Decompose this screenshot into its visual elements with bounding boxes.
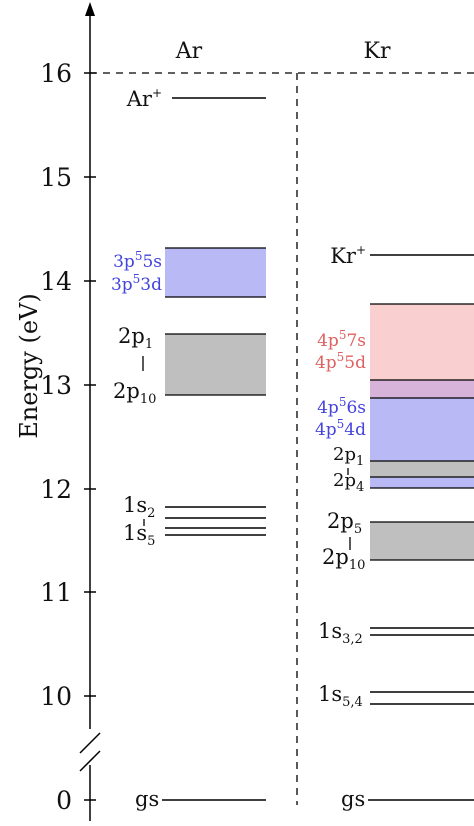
kr-conf-label: 4p56s <box>317 395 366 418</box>
ar-gs-label: gs <box>135 787 159 811</box>
tick-label: 15 <box>40 163 72 192</box>
ar-2p1-label: 2p1 <box>118 324 153 352</box>
kr-gs-label: gs <box>341 787 365 811</box>
kr-2p4-label: 2p4 <box>333 470 364 495</box>
axis-tick-labels: 16 15 14 13 12 11 10 0 <box>40 59 72 815</box>
column-title-kr: Kr <box>364 39 391 64</box>
ar-3p5-band <box>165 248 266 297</box>
tick-label: 11 <box>40 578 72 607</box>
kr-conf-label: 4p57s <box>317 328 366 351</box>
kr-conf-label: 4p54d <box>315 417 366 440</box>
kr-1s32-label: 1s3,2 <box>318 619 363 647</box>
kr-2p-lower-band <box>370 522 474 560</box>
kr-2p-upper-blue <box>370 477 474 488</box>
ar-levels: Ar+ 3p55s 3p53d 2p1 2p10 1s2 1s5 gs <box>111 86 266 811</box>
tick-label: 14 <box>40 267 72 296</box>
axis-break-mark <box>79 750 101 772</box>
axis-ticks <box>84 72 96 801</box>
kr-conf-label: 4p55d <box>315 350 366 373</box>
ar-1s5-label: 1s5 <box>123 521 155 549</box>
kr-4p5-6s-4d-band <box>370 398 474 461</box>
kr-overlap-band <box>370 380 474 398</box>
kr-4p5-7s-5d-band <box>370 304 474 380</box>
kr-2p10-label: 2p10 <box>322 545 365 573</box>
axis-label: Energy (eV) <box>15 293 43 438</box>
kr-2p5-label: 2p5 <box>327 509 362 537</box>
ar-conf-label: 3p53d <box>111 272 162 295</box>
kr-ion-label: Kr+ <box>330 243 366 268</box>
ar-2p10-label: 2p10 <box>113 379 156 407</box>
tick-label: 16 <box>40 59 72 88</box>
axis-arrowhead-icon <box>85 2 95 16</box>
ar-2p-band <box>165 334 266 395</box>
axis-break-mark <box>79 732 101 754</box>
kr-1s54-label: 1s5,4 <box>318 682 363 710</box>
ar-ion-label: Ar+ <box>126 86 162 111</box>
kr-2p1-label: 2p1 <box>333 444 364 469</box>
kr-2p-upper-band <box>370 461 474 477</box>
tick-label: 0 <box>56 786 72 815</box>
tick-label: 10 <box>40 682 72 711</box>
ar-1s2-label: 1s2 <box>123 493 155 521</box>
kr-levels: Kr+ 4p57s 4p55d 4p56s 4p54d 2p1 2p4 2p5 … <box>315 243 474 811</box>
tick-label: 12 <box>40 475 72 504</box>
column-title-ar: Ar <box>175 39 203 64</box>
ar-conf-label: 3p55s <box>113 249 162 272</box>
tick-label: 13 <box>40 371 72 400</box>
